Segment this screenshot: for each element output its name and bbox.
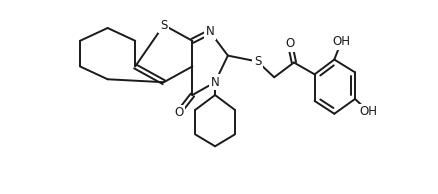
Text: S: S xyxy=(254,55,261,68)
Text: OH: OH xyxy=(332,35,350,48)
Text: S: S xyxy=(160,19,167,32)
Text: N: N xyxy=(211,76,219,89)
Text: O: O xyxy=(174,106,183,119)
Text: OH: OH xyxy=(360,105,378,118)
Text: O: O xyxy=(285,37,295,50)
Text: N: N xyxy=(206,25,215,38)
